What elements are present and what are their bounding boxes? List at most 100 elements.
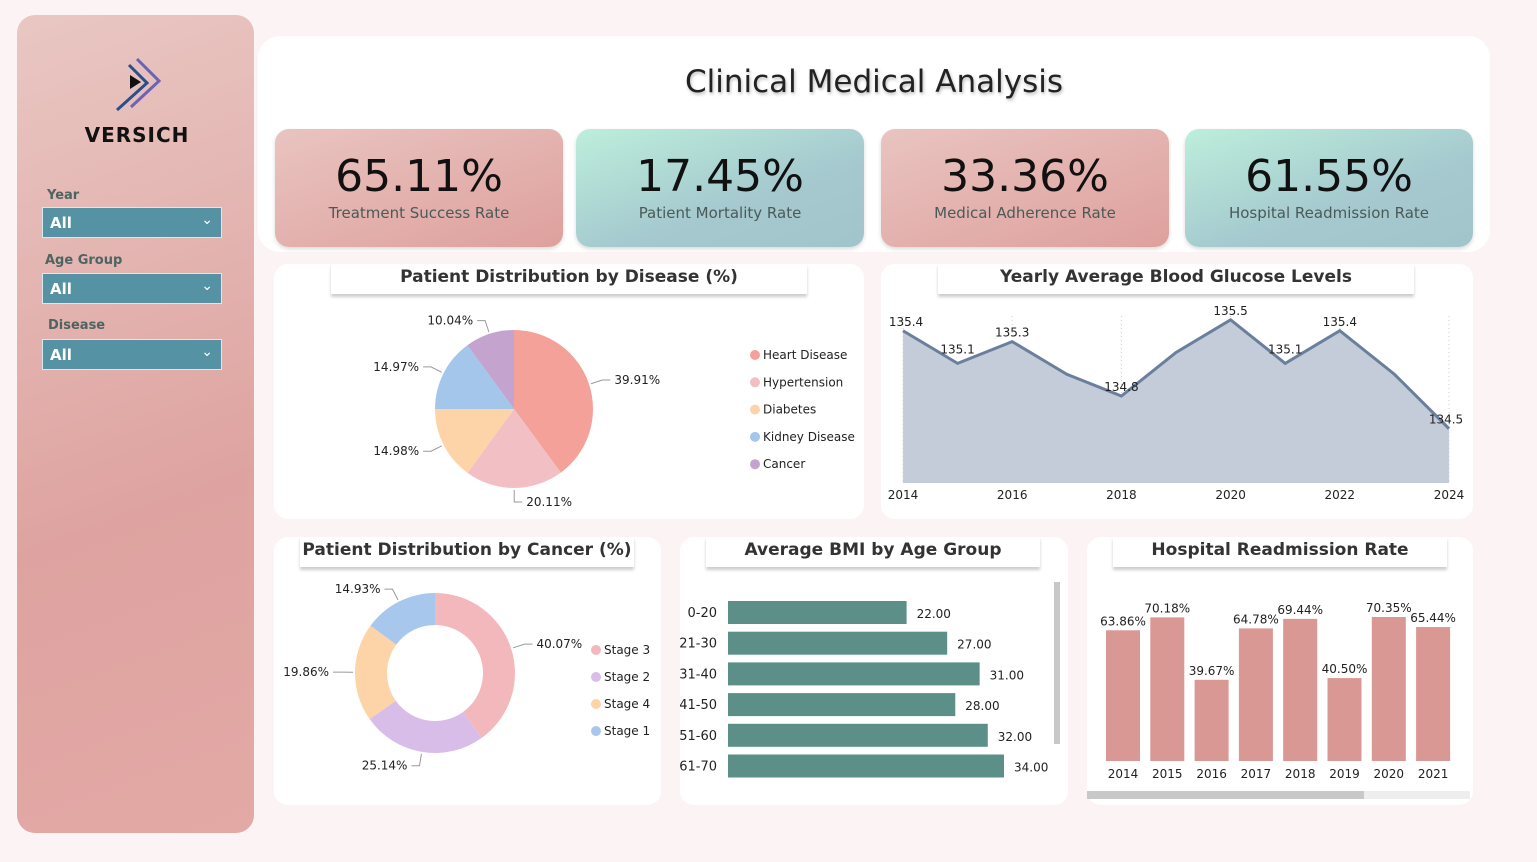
bar: [1194, 679, 1229, 761]
data-label: 25.14%: [362, 759, 408, 773]
pie-slice-kidney-disease: [435, 345, 514, 410]
kpi-patient-mortality: 17.45% Patient Mortality Rate: [576, 129, 864, 247]
year-filter-label: Year: [47, 188, 80, 203]
kpi-value: 61.55%: [1245, 151, 1413, 202]
cancer-donut-card: Patient Distribution by Cancer (%) 40.07…: [274, 537, 661, 805]
point-label: 135.4: [889, 315, 923, 329]
legend-marker: [750, 431, 760, 442]
bar: [1283, 618, 1318, 761]
age-group-filter-dropdown[interactable]: All ⌄: [42, 273, 222, 304]
disease-filter-dropdown[interactable]: All ⌄: [42, 339, 222, 370]
chart-title: Average BMI by Age Group: [706, 537, 1040, 567]
data-label: 69.44%: [1277, 603, 1323, 617]
leader-line: [477, 320, 490, 333]
chevron-down-icon: ⌄: [201, 212, 213, 228]
legend-item: Kidney Disease: [763, 430, 855, 444]
year-filter-dropdown[interactable]: All ⌄: [42, 207, 222, 238]
data-label: 65.44%: [1410, 611, 1456, 625]
y-tick-label: 21-30: [680, 637, 717, 652]
leader-line: [423, 445, 443, 452]
kpi-value: 33.36%: [941, 151, 1109, 202]
data-label: 39.67%: [1189, 664, 1235, 678]
area-fill: [903, 319, 1449, 483]
x-tick-label: 2014: [1108, 767, 1139, 781]
x-tick-label: 2015: [1152, 767, 1183, 781]
readmission-card: Hospital Readmission Rate 63.86% 2014 70.1…: [1087, 537, 1473, 805]
leader-line: [423, 366, 443, 373]
logo-chevron-icon: [115, 57, 162, 112]
glucose-card: Yearly Average Blood Glucose Levels 135.…: [881, 264, 1473, 519]
disease-pie-chart: 39.91% Heart Disease 20.11% Hypertension 14.…: [373, 314, 855, 509]
legend-marker: [750, 377, 760, 388]
pie-slice-diabetes: [435, 409, 514, 473]
point-label: 135.1: [940, 342, 974, 356]
data-label: 63.86%: [1100, 614, 1146, 628]
chevron-down-icon: ⌄: [201, 278, 213, 294]
data-label: 32.00: [998, 730, 1032, 744]
bar: [728, 693, 956, 717]
x-tick-label: 2018: [1285, 767, 1316, 781]
data-label: 40.07%: [536, 637, 582, 651]
chevron-down-icon: ⌄: [201, 344, 213, 360]
vertical-scrollbar[interactable]: [1054, 582, 1060, 744]
brand-name: VERSICH: [84, 123, 190, 147]
horizontal-scrollbar-thumb[interactable]: [1087, 791, 1364, 799]
kpi-label: Patient Mortality Rate: [638, 204, 802, 222]
data-label: 70.18%: [1144, 601, 1190, 615]
legend-marker: [750, 350, 760, 360]
kpi-value: 65.11%: [335, 151, 503, 202]
data-label: 19.86%: [283, 665, 329, 679]
x-tick-label: 2024: [1434, 488, 1465, 502]
bmi-bar-chart: 0-20 22.00 21-30 27.00 31-40 31.00 41-50 28.00 5…: [680, 601, 1048, 778]
bar: [1327, 678, 1362, 761]
y-tick-label: 41-50: [680, 698, 717, 713]
data-label: 20.11%: [526, 495, 572, 509]
data-label: 27.00: [957, 638, 991, 652]
y-tick-label: 61-70: [680, 760, 717, 775]
data-label: 10.04%: [427, 314, 473, 328]
cancer-donut-chart: 40.07% Stage 3 25.14% Stage 2 19.86% Stage 4 1…: [283, 582, 650, 773]
x-tick-label: 2014: [888, 488, 919, 502]
pie-slice-stage-4: [355, 625, 397, 720]
x-tick-label: 2016: [1196, 767, 1227, 781]
kpi-label: Medical Adherence Rate: [934, 204, 1116, 222]
data-label: 64.78%: [1233, 612, 1279, 626]
kpi-value: 17.45%: [636, 151, 804, 202]
data-label: 70.35%: [1366, 601, 1412, 615]
bar: [728, 723, 988, 747]
kpi-medical-adherence: 33.36% Medical Adherence Rate: [881, 129, 1169, 247]
legend-marker: [750, 459, 760, 470]
bar: [728, 754, 1004, 778]
page-title: Clinical Medical Analysis: [685, 64, 1063, 100]
data-label: 34.00: [1014, 761, 1048, 775]
pie-slice-heart-disease: [514, 330, 594, 473]
bar: [728, 662, 980, 686]
data-label: 14.93%: [335, 582, 381, 596]
sidebar: VERSICH Year All ⌄ Age Group All ⌄ Disease…: [17, 15, 254, 833]
leader-line: [513, 489, 523, 503]
legend-item: Diabetes: [763, 403, 816, 417]
data-label: 14.98%: [373, 444, 419, 458]
year-filter-value: All: [50, 214, 72, 232]
point-label: 134.5: [1429, 413, 1463, 427]
x-tick-label: 2017: [1241, 767, 1272, 781]
legend-marker: [591, 726, 601, 736]
glucose-area-chart: 135.4 135.1 135.3 134.8 135.5 135.1 135.4 134.5…: [888, 304, 1465, 502]
leader-line: [512, 643, 533, 649]
x-tick-label: 2022: [1325, 488, 1356, 502]
x-tick-label: 2018: [1106, 488, 1137, 502]
y-tick-label: 31-40: [680, 667, 717, 682]
disease-filter-label: Disease: [48, 318, 106, 333]
x-tick-label: 2020: [1374, 767, 1405, 781]
point-label: 135.3: [995, 326, 1029, 340]
legend-item: Heart Disease: [763, 348, 847, 362]
leader-line: [411, 753, 422, 767]
x-tick-label: 2021: [1418, 767, 1449, 781]
legend-item: Stage 1: [604, 724, 650, 738]
x-tick-label: 2016: [997, 488, 1028, 502]
pie-slice-stage-2: [369, 700, 482, 753]
chart-title: Patient Distribution by Disease (%): [331, 264, 807, 294]
horizontal-scrollbar-track: [1087, 791, 1470, 799]
data-label: 14.97%: [373, 360, 419, 374]
chart-title: Hospital Readmission Rate: [1113, 537, 1447, 567]
